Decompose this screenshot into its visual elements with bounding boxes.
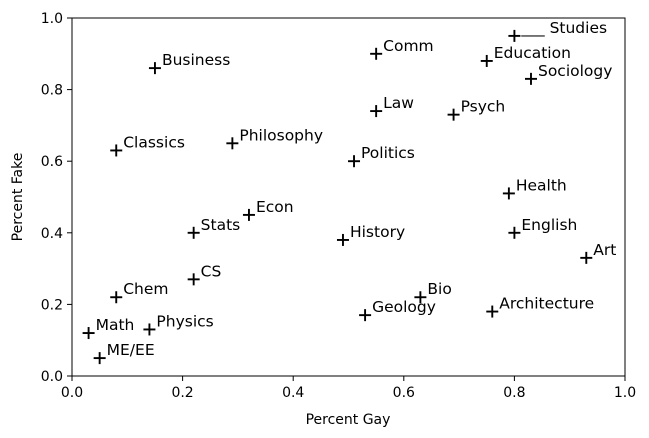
- plus-marker: [110, 291, 123, 304]
- plus-marker: [226, 137, 239, 150]
- point-label: Health: [516, 176, 567, 194]
- data-point: Classics: [110, 133, 185, 157]
- plus-marker: [580, 251, 593, 264]
- y-tick-label: 0.2: [41, 297, 63, 313]
- point-label: Education: [494, 44, 571, 62]
- y-tick-label: 1.0: [41, 11, 63, 27]
- data-point: Art: [580, 241, 616, 264]
- point-label: History: [350, 223, 405, 241]
- plus-marker: [508, 226, 521, 239]
- data-point: Architecture: [486, 295, 594, 318]
- x-tick-label: 0.6: [393, 385, 415, 401]
- point-label: Psych: [461, 98, 506, 116]
- point-label: ME/EE: [107, 341, 155, 359]
- point-label: Comm: [383, 37, 434, 55]
- point-label: Law: [383, 94, 414, 112]
- point-label: Sociology: [538, 62, 612, 80]
- x-tick-label: 0.2: [171, 385, 193, 401]
- plus-marker: [82, 327, 95, 340]
- plus-marker: [486, 305, 499, 318]
- data-point: Bio: [414, 280, 452, 304]
- point-label: Physics: [156, 312, 213, 330]
- x-axis-label: Percent Gay: [306, 412, 391, 428]
- data-point: ME/EE: [93, 341, 155, 365]
- plus-marker: [242, 208, 255, 221]
- point-label: Art: [593, 241, 616, 259]
- plus-marker: [359, 309, 372, 322]
- data-point: Law: [370, 94, 414, 118]
- data-point: History: [336, 223, 405, 246]
- point-label: Chem: [123, 280, 168, 298]
- y-tick-label: 0.4: [41, 226, 63, 242]
- x-tick-label: 0.8: [503, 385, 525, 401]
- plot-area: 0.0 0.2 0.4 0.6 0.8 1.0 0.0 0.2 0.4 0.6 0.8 1.0 __…: [41, 11, 636, 401]
- point-label: ___ Studies: [520, 19, 607, 38]
- point-label: Politics: [361, 144, 415, 162]
- y-axis-label: Percent Fake: [10, 153, 26, 242]
- plus-marker: [336, 233, 349, 246]
- data-point: Econ: [242, 198, 294, 221]
- x-tick-label: 1.0: [614, 385, 636, 401]
- data-point: ___ Studies: [508, 19, 607, 42]
- point-label: Philosophy: [239, 126, 323, 144]
- plus-marker: [110, 144, 123, 157]
- point-label: Stats: [201, 216, 241, 234]
- data-point: Psych: [447, 98, 506, 121]
- data-point: CS: [187, 262, 222, 286]
- point-label: Classics: [123, 133, 185, 151]
- point-label: CS: [201, 262, 222, 280]
- y-axis-ticks: 0.0 0.2 0.4 0.6 0.8 1.0: [41, 11, 72, 385]
- plus-marker: [93, 352, 106, 365]
- plus-marker: [187, 226, 200, 239]
- y-tick-label: 0.8: [41, 83, 63, 99]
- y-tick-label: 0.0: [41, 369, 63, 385]
- point-label: Econ: [256, 198, 294, 216]
- data-point: Education: [480, 44, 571, 67]
- data-point: Geology: [359, 298, 436, 322]
- plus-marker: [480, 54, 493, 67]
- data-point: Chem: [110, 280, 169, 304]
- point-label: Business: [162, 51, 230, 69]
- data-point: Philosophy: [226, 126, 323, 150]
- data-point: Math: [82, 316, 135, 340]
- point-label: Geology: [372, 298, 436, 316]
- plus-marker: [502, 187, 515, 200]
- point-label: Bio: [427, 280, 451, 298]
- plus-marker: [148, 62, 161, 75]
- data-point: Health: [502, 176, 567, 200]
- plot-frame: [71, 17, 626, 377]
- data-point: Stats: [187, 216, 241, 239]
- plus-marker: [414, 291, 427, 304]
- x-axis-ticks: 0.0 0.2 0.4 0.6 0.8 1.0: [61, 376, 636, 401]
- data-point: Physics: [143, 312, 214, 336]
- plus-marker: [447, 108, 460, 121]
- y-tick-label: 0.6: [41, 154, 63, 170]
- data-point: English: [508, 216, 577, 239]
- plus-marker: [508, 29, 521, 42]
- point-label: Math: [96, 316, 135, 334]
- plus-marker: [524, 72, 537, 85]
- plus-marker: [187, 273, 200, 286]
- data-point: Comm: [370, 37, 434, 60]
- plus-marker: [370, 47, 383, 60]
- data-point: Politics: [348, 144, 415, 168]
- data-point: Sociology: [524, 62, 612, 85]
- plus-marker: [143, 323, 156, 336]
- x-tick-label: 0.4: [282, 385, 304, 401]
- plus-marker: [370, 105, 383, 118]
- data-point: Business: [148, 51, 230, 75]
- point-label: English: [521, 216, 577, 234]
- point-label: Architecture: [499, 295, 594, 313]
- x-tick-label: 0.0: [61, 385, 83, 401]
- plus-marker: [348, 155, 361, 168]
